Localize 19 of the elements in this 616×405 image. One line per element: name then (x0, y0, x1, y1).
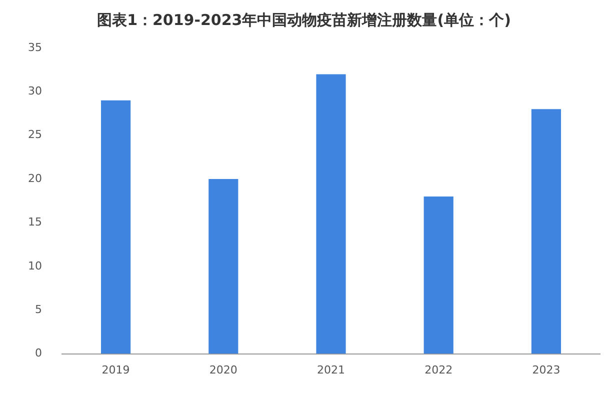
x-tick-label: 2023 (532, 363, 560, 376)
x-tick-label: 2019 (102, 363, 130, 376)
bar (316, 74, 346, 354)
y-tick-label: 25 (28, 128, 42, 142)
y-tick-label: 5 (34, 302, 42, 316)
bar (208, 179, 238, 354)
x-tick-label: 2022 (424, 363, 453, 376)
y-tick-label: 15 (28, 216, 42, 229)
bar (424, 196, 454, 354)
x-tick-label: 2021 (317, 363, 345, 376)
bar (101, 100, 131, 354)
y-tick-label: 0 (34, 346, 42, 360)
y-tick-label: 20 (28, 172, 42, 185)
x-tick-label: 2020 (209, 363, 238, 376)
y-tick-label: 35 (28, 40, 42, 54)
bar (531, 109, 561, 354)
chart-title: 图表1：2019-2023年中国动物疫苗新增注册数量(单位：个) (97, 10, 511, 29)
y-tick-label: 30 (28, 84, 42, 98)
y-tick-label: 10 (28, 259, 42, 272)
